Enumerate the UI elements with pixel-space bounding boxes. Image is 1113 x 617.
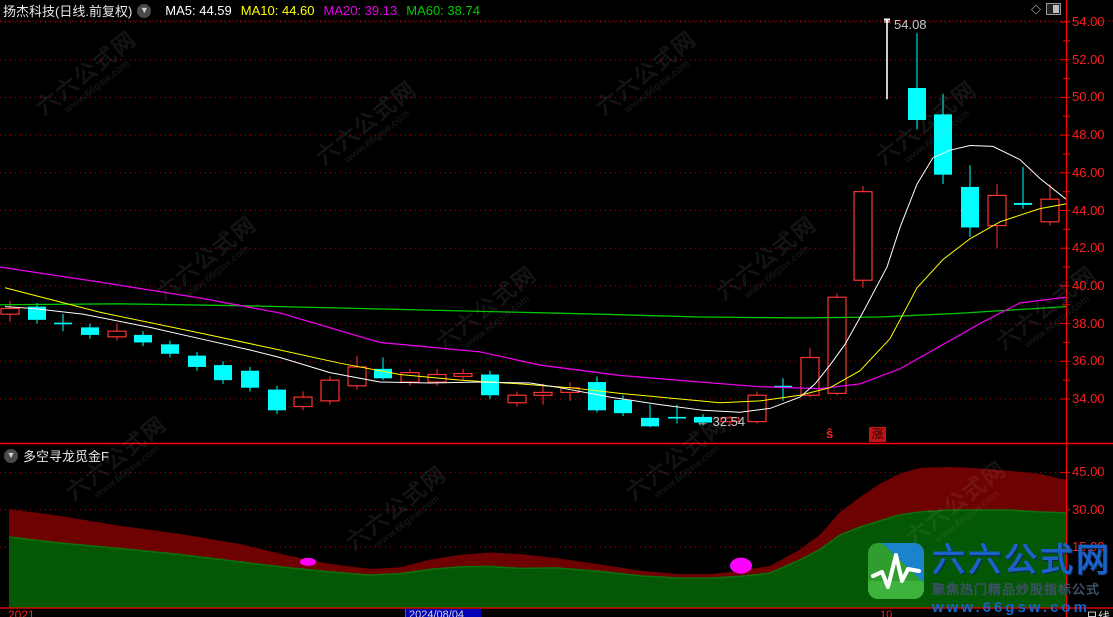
high-price-annotation: 54.08 bbox=[894, 17, 927, 32]
price-axis-label: 36.00 bbox=[1072, 353, 1105, 369]
price-axis-label: 44.00 bbox=[1072, 202, 1105, 218]
ma-value-label: MA5: 44.59 bbox=[165, 2, 232, 18]
chart-header: 扬杰科技(日线.前复权) ▼ MA5: 44.59 MA10: 44.60 MA20… bbox=[0, 0, 1063, 21]
indicator-axis-label: 15.00 bbox=[1072, 539, 1105, 554]
price-axis-label: 54.00 bbox=[1072, 14, 1105, 29]
page-title: 扬杰科技(日线.前复权) bbox=[3, 4, 133, 19]
panel-layout-icon[interactable] bbox=[1046, 3, 1061, 15]
selected-date-box[interactable]: 2024/08/04 bbox=[405, 609, 481, 617]
price-axis-label: 52.00 bbox=[1072, 51, 1105, 67]
ma-value-label: MA60: 38.74 bbox=[406, 2, 480, 18]
ma-value-label: MA20: 39.13 bbox=[323, 2, 398, 18]
watermark-url: www.66gsw.com bbox=[932, 599, 1090, 616]
site-logo-icon bbox=[868, 543, 924, 599]
ma-value-label: MA10: 44.60 bbox=[240, 2, 315, 18]
low-price-annotation: ← 32.54 bbox=[696, 414, 746, 429]
indicator-axis-label: 45.00 bbox=[1072, 464, 1105, 480]
ma-legend: MA5: 44.59 MA10: 44.60 MA20: 39.13 MA60: 38… bbox=[156, 2, 480, 20]
period-label[interactable]: 日线 bbox=[1086, 610, 1111, 617]
chevron-down-icon[interactable]: ▼ bbox=[4, 448, 18, 463]
chevron-down-icon[interactable]: ▼ bbox=[137, 3, 152, 18]
price-axis-label: 40.00 bbox=[1072, 277, 1105, 293]
price-axis-label: 46.00 bbox=[1072, 164, 1105, 180]
time-axis-year-label: 2021 bbox=[8, 608, 35, 617]
watermark-brand: 六六公式网 bbox=[932, 541, 1112, 578]
site-watermark: 六六公式网 聚焦热门精品炒股指标公式 www.66gsw.com bbox=[868, 543, 1112, 616]
time-axis-month-label: 10 bbox=[880, 609, 893, 617]
price-axis-label: 50.00 bbox=[1072, 89, 1105, 105]
price-axis-label: 48.00 bbox=[1072, 127, 1105, 143]
header-corner-icons: ◇ bbox=[1031, 1, 1061, 17]
rise-badge: 涨 bbox=[869, 427, 886, 442]
price-axis-label: 42.00 bbox=[1072, 240, 1105, 256]
indicator-title: 多空寻龙觅金F bbox=[23, 449, 109, 464]
watermark-tagline: 聚焦热门精品炒股指标公式 bbox=[932, 582, 1101, 597]
price-axis-label: 38.00 bbox=[1072, 315, 1105, 331]
indicator-header: ▼ 多空寻龙觅金F bbox=[0, 446, 109, 465]
indicator-axis-label: 30.00 bbox=[1072, 501, 1105, 517]
signal-s-marker: ŝ bbox=[826, 426, 834, 441]
price-axis-label: 34.00 bbox=[1072, 391, 1105, 406]
diamond-icon[interactable]: ◇ bbox=[1031, 1, 1041, 16]
